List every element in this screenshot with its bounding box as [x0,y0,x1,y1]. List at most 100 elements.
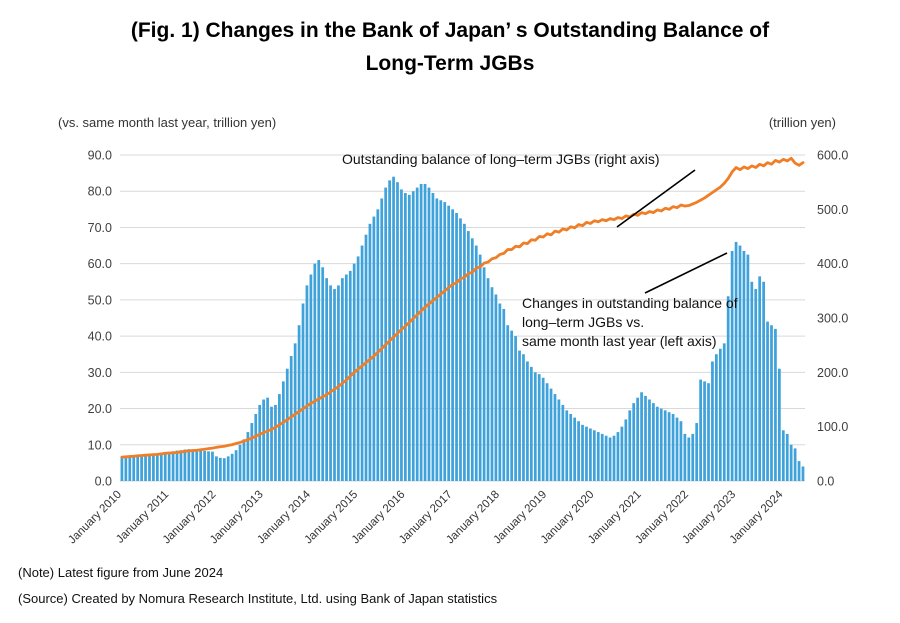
bar-mark [762,281,765,481]
bar-mark [325,278,328,481]
bar-mark [718,348,722,481]
right-axis-tick-label: 300.0 [817,312,848,326]
bar-mark [518,350,521,481]
bar-mark [777,368,781,481]
bar-mark [419,183,423,482]
bar-mark [612,435,616,481]
bar-mark [573,417,577,481]
bar-mark [215,456,218,481]
bar-mark [293,343,297,481]
bar-mark [148,453,151,481]
bar-mark [285,368,289,481]
bar-mark [183,449,187,481]
bar-mark [675,417,679,481]
bar-mark [140,454,143,481]
bar-mark [640,392,643,481]
bar-mark [179,450,183,481]
left-axis-tick-label: 0.0 [95,475,112,489]
bar-mark [262,399,266,481]
bar-mark [443,202,447,481]
bar-mark [648,399,651,481]
bar-mark [270,406,273,481]
bar-mark [411,191,415,481]
line-annotation-callout [616,169,696,228]
bar-mark [624,419,628,481]
bar-mark [577,421,580,481]
bar-mark [266,397,269,481]
bar-mark [659,408,663,481]
bar-mark [278,394,281,481]
bar-mark [238,444,242,481]
bar-mark [781,430,785,481]
bar-mark [502,308,506,481]
bar-mark [600,433,604,481]
bar-mark [136,455,140,481]
bar-mark [628,410,632,481]
bar-mark [726,296,730,481]
bar-mark [490,287,494,481]
bar-mark [569,413,573,481]
bar-mark [715,354,718,481]
bar-mark [329,285,332,481]
bar-mark [655,406,659,481]
bar-mark [281,381,285,481]
bar-mark [785,433,789,481]
bar-mark [616,432,620,481]
bar-mark [120,456,124,481]
figure-title-line2: Long-Term JGBs [365,52,535,75]
bar-mark [203,450,206,481]
bar-mark [128,455,132,481]
bar-mark [774,328,777,481]
bar-mark [309,274,313,481]
bar-series-annotation-line1: Changes in outstanding balance of [522,295,738,311]
bar-mark [470,238,474,481]
bar-mark [321,267,325,481]
bar-mark [620,426,624,481]
bar-mark [533,372,537,481]
bar-mark [242,439,246,481]
bar-mark [742,250,746,481]
bar-mark [691,433,695,481]
bar-mark [789,444,793,481]
bar-mark [195,450,199,481]
bar-mark [589,428,592,481]
bar-mark [671,413,675,481]
left-axis-caption: (vs. same month last year, trillion yen) [58,115,277,130]
bar-mark [514,336,517,481]
bar-annotation-callout [644,252,728,294]
left-axis-tick-label: 40.0 [88,330,112,344]
bar-mark [187,449,191,481]
bar-mark [699,379,702,481]
figure-title-line1: (Fig. 1) Changes in the Bank of Japan’ s… [130,19,770,42]
note-text: (Note) Latest figure from June 2024 [18,565,224,580]
bar-mark [510,330,514,481]
bar-mark [155,453,159,481]
bar-mark [632,403,636,481]
right-axis-caption: (trillion yen) [768,115,836,130]
right-axis-tick-label: 500.0 [817,203,848,217]
bar-mark [226,456,230,481]
bar-mark [707,383,710,481]
left-axis-tick-label: 90.0 [88,149,112,163]
bar-mark [746,254,750,481]
bar-mark [596,432,600,481]
bar-mark [337,285,340,481]
left-axis-tick-label: 50.0 [88,293,112,307]
bar-mark [592,430,596,481]
right-axis-tick-label: 200.0 [817,366,848,380]
bar-mark [738,245,742,481]
bar-mark [124,455,128,481]
bar-mark [695,423,699,481]
bar-mark [372,216,376,481]
left-axis-tick-label: 30.0 [88,366,112,380]
bar-mark [581,424,584,481]
bar-mark [400,189,403,481]
right-axis-tick-label: 0.0 [817,475,834,489]
bar-mark [679,421,683,481]
bar-mark [341,278,344,481]
bar-mark [486,278,490,481]
bar-mark [207,451,210,481]
